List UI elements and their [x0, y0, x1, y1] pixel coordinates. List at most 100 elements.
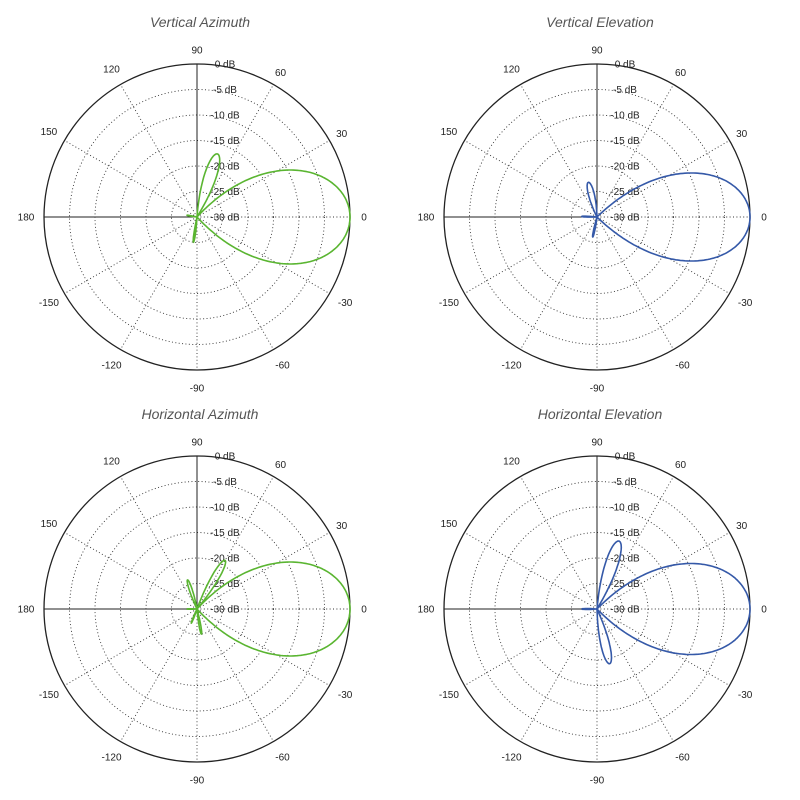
angle-tick-label: 180	[18, 213, 35, 224]
grid-spoke	[596, 608, 730, 686]
angle-tick-label: -60	[675, 753, 690, 764]
pattern-trace	[580, 172, 751, 262]
db-tick-label: -5 dB	[213, 477, 237, 488]
grid-ring	[469, 89, 725, 345]
chart-title: Horizontal Elevation	[537, 406, 663, 422]
angle-tick-label: -120	[101, 361, 121, 372]
db-tick-label: -30 dB	[210, 605, 240, 616]
db-tick-label: -30 dB	[610, 605, 640, 616]
angle-tick-label: 90	[191, 438, 203, 449]
angle-tick-label: 90	[591, 46, 603, 57]
grid-spoke	[596, 140, 730, 218]
angle-tick-label: 0	[361, 605, 367, 616]
polar-chart-horizontal-azimuth: Horizontal Azimuth 0 30 60 90 120 150 180 -150 -…	[0, 392, 400, 792]
db-tick-label: 0 dB	[215, 60, 236, 71]
grid-spoke	[196, 216, 274, 350]
angle-tick-label: 60	[275, 68, 287, 79]
grid-spoke	[196, 140, 330, 218]
db-tick-label: -25 dB	[610, 187, 640, 198]
db-tick-label: -5 dB	[613, 477, 637, 488]
grid-spoke	[464, 532, 598, 610]
angle-tick-label: 180	[418, 605, 435, 616]
angle-tick-label: 150	[41, 519, 58, 530]
polar-plot: 0 30 60 90 120 150 180 -150 -120 -90 -60 -30 0 dB -5 …	[18, 438, 368, 787]
angle-tick-label: 120	[103, 65, 120, 76]
db-tick-label: -10 dB	[610, 503, 640, 514]
db-tick-label: -10 dB	[210, 503, 240, 514]
angle-tick-label: -60	[275, 361, 290, 372]
angle-tick-label: 60	[675, 68, 687, 79]
db-tick-label: -30 dB	[610, 213, 640, 224]
angle-tick-label: -150	[439, 298, 459, 309]
pattern-trace	[186, 559, 351, 657]
grid-ring	[120, 532, 274, 686]
grid-ring	[120, 140, 274, 294]
angle-tick-label: 30	[736, 129, 748, 140]
db-tick-label: -20 dB	[210, 162, 240, 173]
grid-spoke	[596, 216, 730, 294]
angle-tick-label: 0	[361, 213, 367, 224]
angle-tick-label: -60	[675, 361, 690, 372]
angle-tick-label: -90	[190, 776, 205, 787]
grid-spoke	[64, 532, 198, 610]
angle-tick-label: 150	[441, 519, 458, 530]
angle-tick-label: 30	[736, 521, 748, 532]
angle-tick-label: 60	[275, 460, 287, 471]
grid-spoke	[196, 532, 330, 610]
polar-chart-horizontal-elevation: Horizontal Elevation 0 30 60 90 120 150 180 -15…	[400, 392, 800, 792]
db-tick-label: -20 dB	[610, 162, 640, 173]
polar-plot: 0 30 60 90 120 150 180 -150 -120 -90 -60 -30 0 dB -5 …	[18, 46, 368, 395]
pattern-trace	[581, 540, 751, 665]
angle-tick-label: -90	[590, 384, 605, 395]
db-tick-label: -20 dB	[610, 554, 640, 565]
grid-spoke	[464, 140, 598, 218]
polar-plot: 0 30 60 90 120 150 180 -150 -120 -90 -60 -30 0 dB -5 …	[418, 46, 768, 395]
angle-tick-label: 120	[503, 65, 520, 76]
grid-spoke	[464, 608, 598, 686]
chart-title: Vertical Elevation	[546, 14, 654, 30]
grid-ring	[469, 481, 725, 737]
angle-tick-label: 90	[191, 46, 203, 57]
angle-tick-label: 60	[675, 460, 687, 471]
chart-title: Vertical Azimuth	[149, 14, 251, 30]
grid-spoke	[64, 140, 198, 218]
grid-spoke	[596, 608, 674, 742]
grid-ring	[69, 481, 325, 737]
angle-tick-label: 0	[761, 605, 767, 616]
polar-chart-vertical-elevation: Vertical Elevation 0 30 60 90 120 150 180 -150 -…	[400, 0, 800, 400]
db-tick-label: -30 dB	[210, 213, 240, 224]
grid-spoke	[596, 216, 674, 350]
angle-tick-label: -120	[101, 753, 121, 764]
grid-spoke	[64, 608, 198, 686]
angle-tick-label: 30	[336, 521, 348, 532]
db-tick-label: -10 dB	[610, 111, 640, 122]
angle-tick-label: -30	[738, 298, 753, 309]
angle-tick-label: 150	[441, 127, 458, 138]
grid-spoke	[520, 84, 598, 218]
angle-tick-label: -90	[190, 384, 205, 395]
grid-ring	[520, 140, 674, 294]
grid-spoke	[196, 608, 330, 686]
angle-tick-label: 180	[418, 213, 435, 224]
angle-tick-label: -150	[39, 298, 59, 309]
db-tick-label: -15 dB	[610, 136, 640, 147]
db-tick-label: -20 dB	[210, 554, 240, 565]
db-tick-label: 0 dB	[215, 452, 236, 463]
grid-spoke	[464, 216, 598, 294]
polar-chart-vertical-azimuth: Vertical Azimuth 0 30 60 90 120 150 180 -150 -12…	[0, 0, 400, 400]
angle-tick-label: -120	[501, 361, 521, 372]
angle-tick-label: -150	[439, 690, 459, 701]
angle-tick-label: -30	[338, 298, 353, 309]
angle-tick-label: 30	[336, 129, 348, 140]
grid-spoke	[196, 608, 274, 742]
angle-tick-label: -30	[738, 690, 753, 701]
angle-tick-label: -150	[39, 690, 59, 701]
chart-title: Horizontal Azimuth	[141, 406, 259, 422]
angle-tick-label: -90	[590, 776, 605, 787]
grid-spoke	[120, 84, 198, 218]
angle-tick-label: -60	[275, 753, 290, 764]
db-tick-label: -15 dB	[610, 528, 640, 539]
angle-tick-label: 120	[103, 457, 120, 468]
db-tick-label: -15 dB	[210, 528, 240, 539]
db-tick-label: 0 dB	[615, 60, 636, 71]
